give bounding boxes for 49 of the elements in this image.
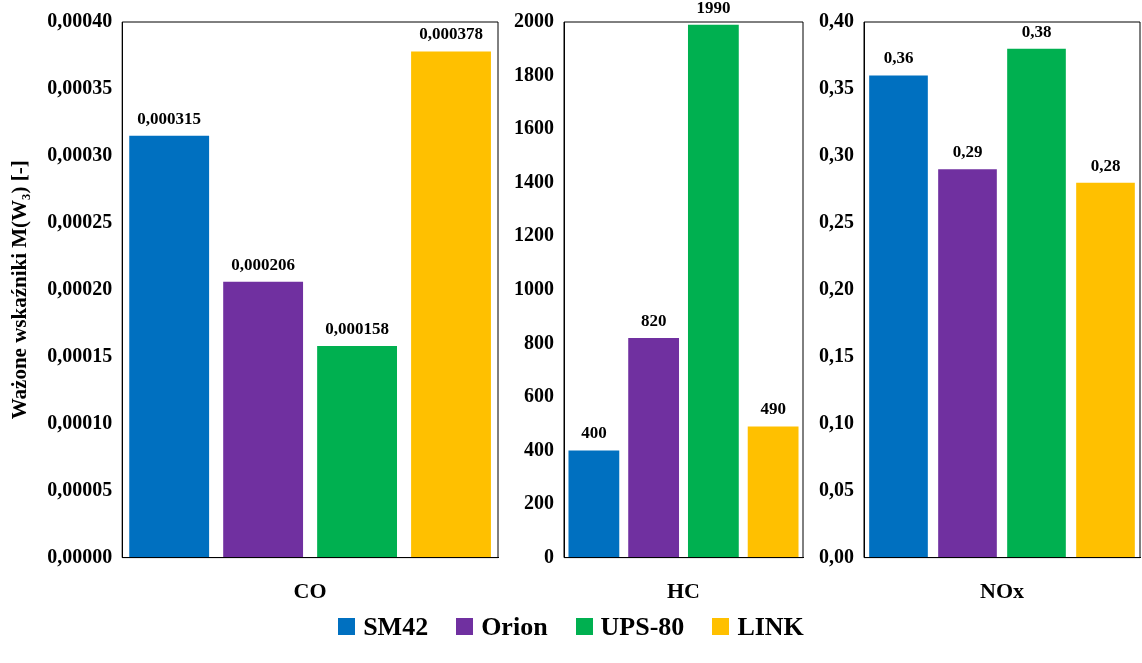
y-tick-label: 0,05 [819, 477, 854, 500]
y-tick-label: 1000 [514, 276, 554, 299]
data-label: 0,38 [1021, 21, 1052, 41]
x-axis-title: NOx [980, 578, 1024, 604]
y-tick-label: 1800 [514, 62, 554, 85]
y-tick-label: 0,15 [819, 343, 854, 366]
data-label: 400 [581, 423, 607, 443]
y-tick-label: 0,10 [819, 410, 854, 433]
data-label: 0,28 [1090, 155, 1121, 175]
data-label: 0,000206 [231, 254, 295, 274]
y-tick-label: 400 [524, 437, 554, 460]
y-tick-label: 0 [544, 544, 554, 567]
y-tick-label: 0,00015 [47, 343, 113, 366]
data-label: 0,36 [883, 48, 914, 68]
y-tick-label: 1400 [514, 169, 554, 192]
y-tick-label: 0,35 [819, 76, 854, 99]
data-label: 1990 [696, 0, 731, 17]
y-tick-label: 0,00025 [47, 210, 113, 233]
x-axis-title: HC [667, 578, 700, 604]
y-tick-label: 1600 [514, 116, 554, 139]
y-tick-label: 200 [524, 491, 554, 514]
data-label: 490 [760, 399, 786, 419]
y-tick-label: 0,00010 [47, 410, 113, 433]
legend-label: LINK [736, 612, 804, 642]
y-tick-label: 0,00000 [47, 544, 113, 567]
y-tick-label: 0,30 [819, 143, 854, 166]
legend-label: SM42 [362, 612, 429, 642]
legend-label: UPS-80 [599, 612, 685, 642]
y-tick-label: 0,40 [819, 9, 854, 32]
y-tick-label: 2000 [514, 9, 554, 32]
y-tick-label: 0,00035 [47, 76, 113, 99]
y-tick-label: 0,25 [819, 210, 854, 233]
data-label: 0,000315 [137, 108, 202, 128]
y-tick-label: 1200 [514, 223, 554, 246]
data-label: 0,000158 [325, 318, 389, 338]
legend-label: Orion [480, 612, 548, 642]
y-tick-label: 0,00 [819, 544, 854, 567]
data-label: 0,000378 [419, 24, 483, 44]
y-tick-label: 0,00020 [47, 276, 113, 299]
x-axis-title: CO [293, 578, 327, 604]
y-tick-label: 0,20 [819, 276, 854, 299]
y-axis-title: Ważone wskaźniki M(W₃) [-] [7, 160, 32, 420]
data-label: 0,29 [952, 142, 983, 162]
y-tick-label: 800 [524, 330, 554, 353]
y-tick-label: 0,00030 [47, 143, 113, 166]
y-tick-label: 0,00040 [47, 9, 113, 32]
y-tick-label: 600 [524, 384, 554, 407]
data-label: 820 [640, 310, 667, 330]
y-tick-label: 0,00005 [47, 477, 113, 500]
